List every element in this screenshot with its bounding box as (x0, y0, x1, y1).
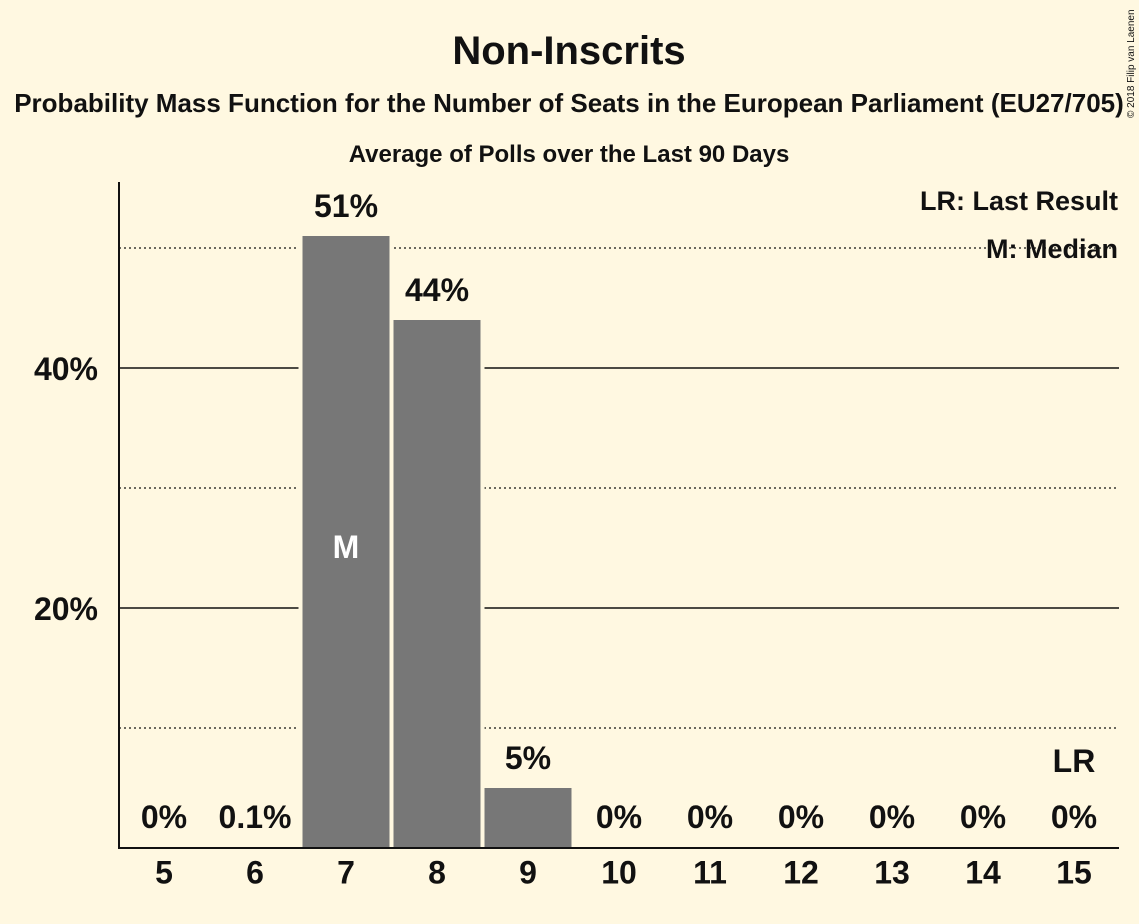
x-tick-label: 5 (155, 854, 173, 890)
chart-subtitle: Probability Mass Function for the Number… (14, 88, 1124, 118)
x-tick-label: 15 (1056, 854, 1092, 890)
x-tick-label: 9 (519, 854, 537, 890)
bar-value-label: 0% (141, 799, 187, 835)
bar (484, 788, 572, 848)
gridlines (119, 247, 1119, 729)
bar-value-label: 0% (960, 799, 1006, 835)
x-tick-label: 7 (337, 854, 355, 890)
bar-value-label: 51% (314, 188, 378, 224)
x-tick-label: 11 (693, 854, 727, 890)
x-tick-label: 10 (601, 854, 637, 890)
bar-value-label: 0% (687, 799, 733, 835)
y-tick-label: 40% (34, 351, 98, 387)
y-tick-label: 20% (34, 591, 98, 627)
chart-title: Non-Inscrits (452, 29, 685, 73)
bar (302, 236, 390, 848)
bar-value-label: 0% (778, 799, 824, 835)
bar-value-label: 0% (596, 799, 642, 835)
x-tick-label: 14 (965, 854, 1001, 890)
bar-value-label: 0.1% (219, 799, 292, 835)
x-tick-label: 12 (783, 854, 819, 890)
bar-value-label: 5% (505, 740, 551, 776)
bar (393, 320, 481, 848)
x-tick-label: 6 (246, 854, 264, 890)
bars (298, 236, 576, 848)
legend-last-result: LR: Last Result (920, 186, 1118, 216)
last-result-marker: LR (1053, 743, 1096, 779)
bar-value-label: 0% (869, 799, 915, 835)
chart-subtitle-period: Average of Polls over the Last 90 Days (349, 141, 790, 168)
bar-value-label: 44% (405, 272, 469, 308)
legend-median: M: Median (986, 234, 1118, 264)
bar-value-label: 0% (1051, 799, 1097, 835)
x-tick-label: 8 (428, 854, 446, 890)
x-tick-label: 13 (874, 854, 910, 890)
copyright-text: © 2018 Filip van Laenen (1126, 9, 1137, 118)
median-marker: M (333, 529, 360, 565)
bar-labels: 20% 40% 0% 5 0.1% 6 51% 7 M 44% 8 5% 9 0% 10 0% 11 0% 12 0%… (34, 188, 1097, 890)
